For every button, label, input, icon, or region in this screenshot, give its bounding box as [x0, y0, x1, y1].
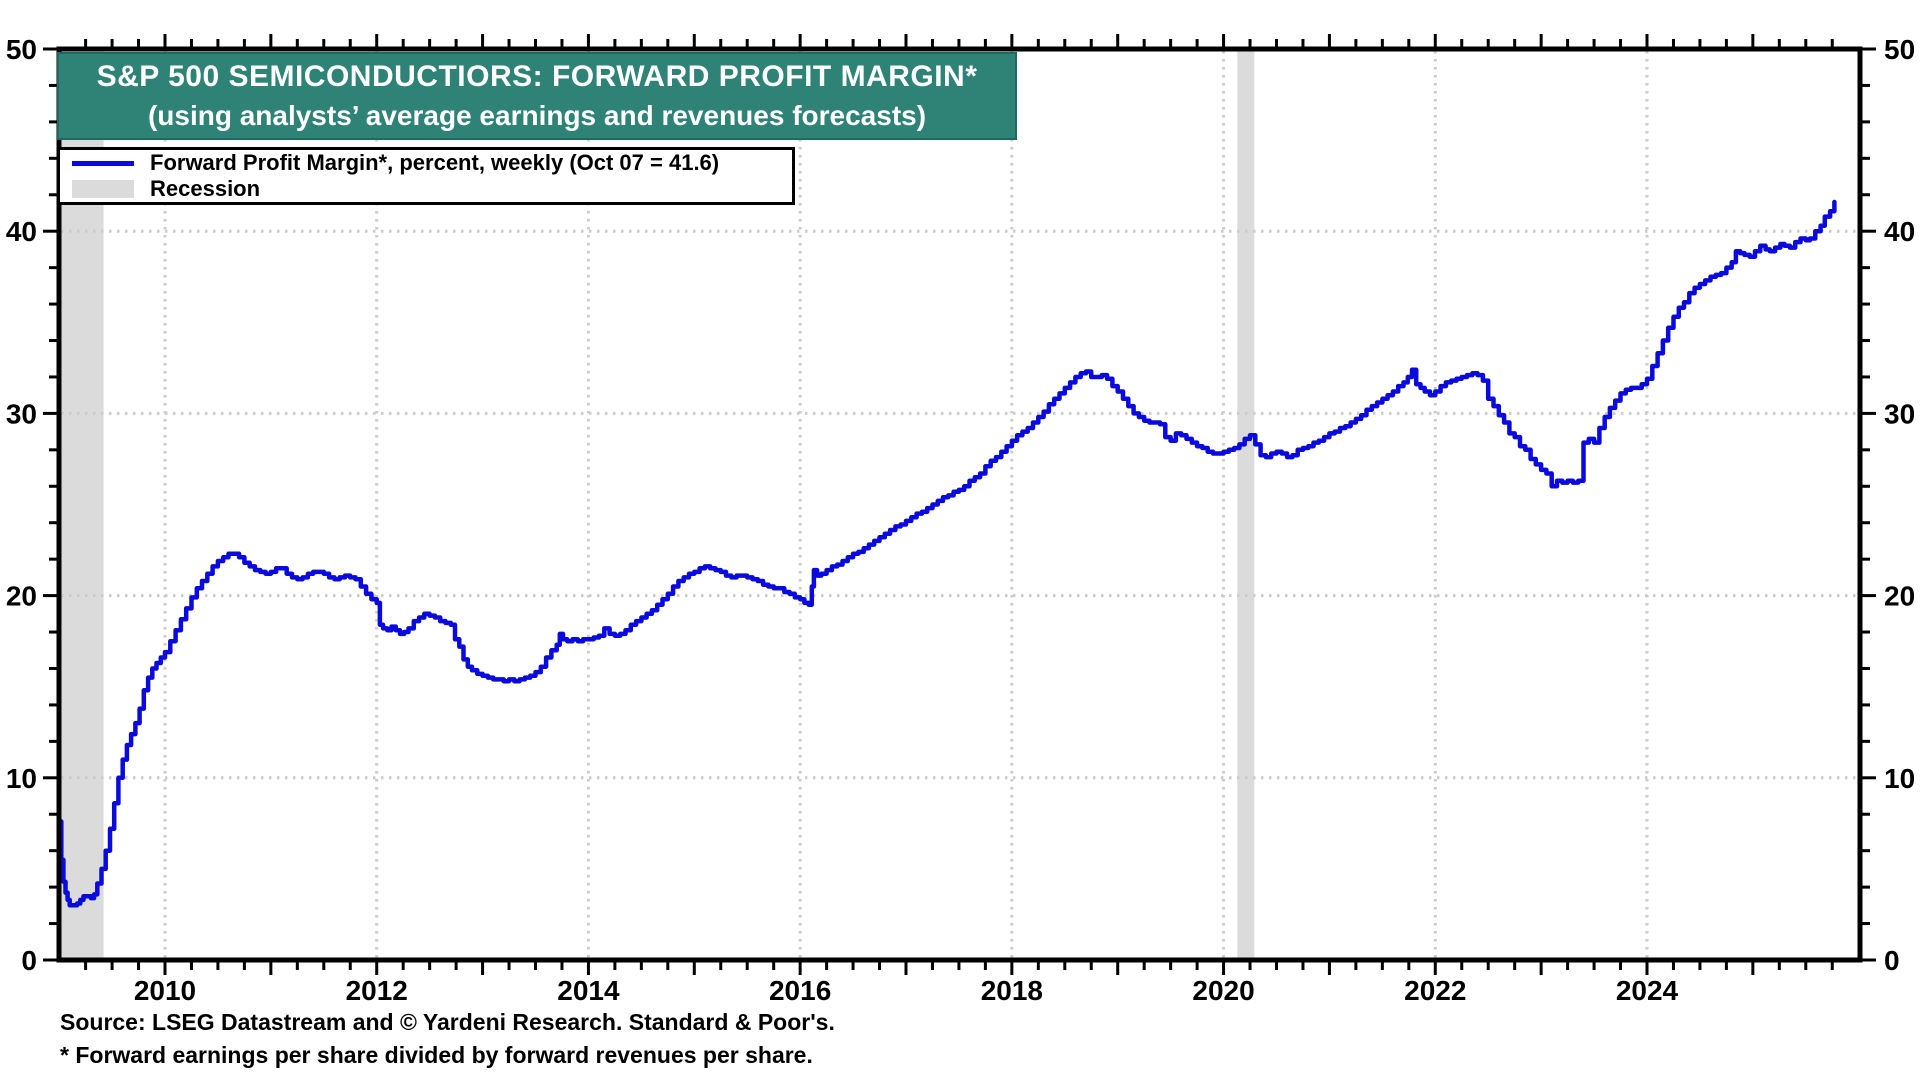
- legend: Forward Profit Margin*, percent, weekly …: [57, 147, 795, 205]
- y-axis-label-right: 0: [1884, 945, 1900, 976]
- recession-band: [1237, 51, 1255, 958]
- x-axis-year-label: 2012: [346, 975, 408, 1006]
- y-axis-label-left: 40: [6, 216, 37, 247]
- recession-label: Recession: [150, 176, 261, 201]
- x-axis-year-label: 2024: [1616, 975, 1679, 1006]
- chart-subtitle: (using analysts’ average earnings and re…: [147, 100, 927, 131]
- series-label: Forward Profit Margin*, percent, weekly …: [150, 150, 720, 175]
- y-axis-label-left: 0: [21, 945, 37, 976]
- plot-frame: [56, 46, 1863, 963]
- y-axis-label-left: 50: [6, 34, 37, 65]
- legend-item-series: Forward Profit Margin*, percent, weekly …: [60, 150, 792, 176]
- y-axis-label-right: 40: [1884, 216, 1915, 247]
- y-axis-label-right: 10: [1884, 763, 1915, 794]
- y-axis-label-left: 20: [6, 581, 37, 612]
- y-axis-label-right: 30: [1884, 398, 1915, 429]
- profit-margin-line: [56, 199, 1837, 908]
- y-axis-label-left: 10: [6, 763, 37, 794]
- x-axis-year-label: 2016: [769, 975, 831, 1006]
- x-axis-year-label: 2018: [981, 975, 1043, 1006]
- series-line-swatch: [72, 160, 134, 166]
- x-axis-year-label: 2014: [557, 975, 620, 1006]
- x-axis-year-label: 2022: [1404, 975, 1466, 1006]
- y-axis-label-left: 30: [6, 398, 37, 429]
- x-axis-year-label: 2020: [1192, 975, 1254, 1006]
- y-axis-label-right: 50: [1884, 34, 1915, 65]
- footnote-line: * Forward earnings per share divided by …: [60, 1042, 813, 1068]
- legend-item-recession: Recession: [60, 176, 792, 202]
- y-axis-label-right: 20: [1884, 581, 1915, 612]
- chart-title: S&P 500 SEMICONDUCTIORS: FORWARD PROFIT …: [96, 60, 978, 93]
- recession-swatch: [72, 180, 134, 198]
- footer-notes: Source: LSEG Datastream and © Yardeni Re…: [60, 1006, 835, 1072]
- x-axis-year-label: 2010: [134, 975, 196, 1006]
- source-line: Source: LSEG Datastream and © Yardeni Re…: [60, 1009, 835, 1035]
- chart-title-banner: S&P 500 SEMICONDUCTIORS: FORWARD PROFIT …: [57, 52, 1017, 140]
